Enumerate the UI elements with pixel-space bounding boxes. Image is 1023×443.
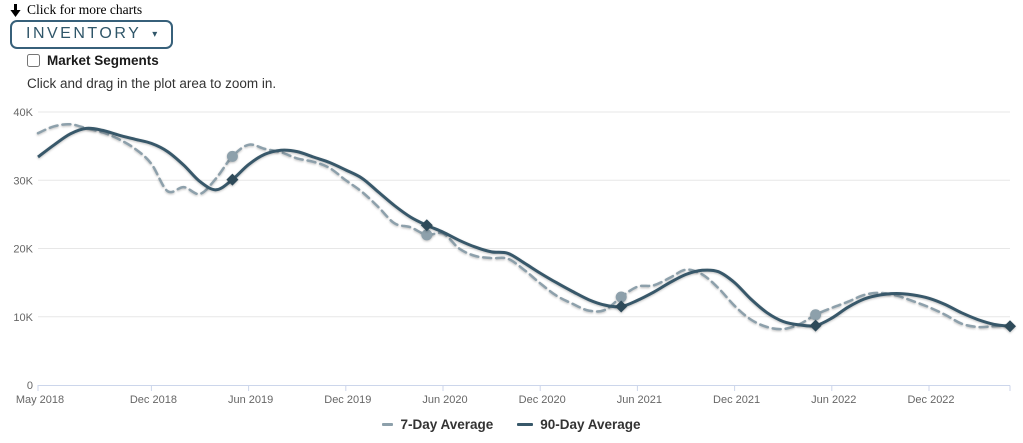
legend-item-90-day-average[interactable]: 90-Day Average xyxy=(517,417,641,432)
x-axis-label: Jun 2019 xyxy=(228,394,273,406)
market-segments-row: Market Segments xyxy=(27,53,159,68)
x-axis-label: Dec 2020 xyxy=(519,394,566,406)
marker-diamond-90-day xyxy=(420,219,433,232)
market-segments-label: Market Segments xyxy=(47,53,159,68)
marker-circle-7-day xyxy=(615,291,627,303)
chart-selector-label: Inventory xyxy=(26,25,142,42)
chart-legend: 7-Day Average 90-Day Average xyxy=(0,417,1023,432)
y-axis-label: 10K xyxy=(13,312,33,324)
marker-diamond-90-day xyxy=(615,300,628,313)
x-axis-label: Jun 2020 xyxy=(422,394,467,406)
marker-circle-7-day xyxy=(421,229,433,241)
x-axis-label: Dec 2022 xyxy=(907,394,954,406)
inventory-chart: 0 10K 20K 30K 40K May 2018 Dec 2018 Jun 2019 Dec… xyxy=(0,100,1023,412)
legend-item-7-day-average[interactable]: 7-Day Average xyxy=(382,417,493,432)
chart-selector-dropdown[interactable]: Inventory ▾ xyxy=(10,20,174,49)
legend-label-7-day: 7-Day Average xyxy=(400,417,494,432)
y-axis-label: 30K xyxy=(13,175,33,187)
marker-diamond-90-day xyxy=(1004,320,1016,333)
caret-down-icon: ▾ xyxy=(152,29,158,40)
x-axis-label: Dec 2018 xyxy=(130,394,177,406)
y-axis-label: 20K xyxy=(13,244,33,256)
legend-label-90-day: 90-Day Average xyxy=(540,417,641,432)
plot-area[interactable] xyxy=(38,104,1010,385)
zoom-hint-text: Click and drag in the plot area to zoom … xyxy=(27,76,277,91)
x-axis-label: May 2018 xyxy=(16,394,64,406)
marker-circle-7-day xyxy=(810,309,822,321)
x-axis-label: Jun 2022 xyxy=(811,394,856,406)
x-axis-label: Jun 2021 xyxy=(617,394,662,406)
y-axis-label: 40K xyxy=(13,107,33,119)
more-charts-label: Click for more charts xyxy=(27,2,143,17)
more-charts-link[interactable]: Click for more charts xyxy=(10,2,142,18)
chart-svg: 0 10K 20K 30K 40K May 2018 Dec 2018 Jun 2019 Dec… xyxy=(13,104,1016,406)
market-segments-checkbox[interactable] xyxy=(27,54,40,67)
7-day-line-swatch-icon xyxy=(382,423,394,426)
down-arrow-icon xyxy=(10,3,21,17)
series-line-90-day-average xyxy=(37,126,1011,328)
marker-diamond-90-day xyxy=(809,319,822,332)
x-axis-label: Dec 2019 xyxy=(324,394,371,406)
y-axis-label: 0 xyxy=(27,380,33,392)
marker-diamond-90-day xyxy=(226,173,239,186)
x-axis-label: Dec 2021 xyxy=(713,394,760,406)
series-line-7-day-average xyxy=(36,122,1012,331)
90-day-line-swatch-icon xyxy=(517,423,534,426)
marker-circle-7-day xyxy=(226,150,238,162)
